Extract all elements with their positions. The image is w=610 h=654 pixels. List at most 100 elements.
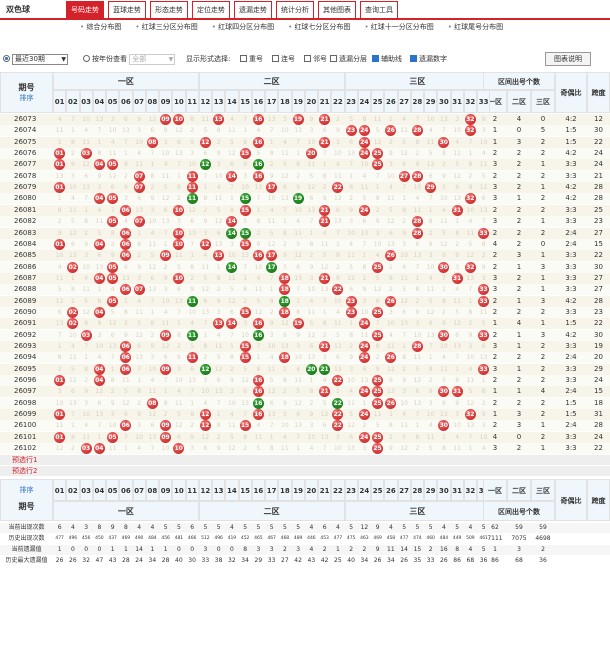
omission-cell: 5: [163, 184, 168, 192]
omission-cell: 9: [216, 445, 221, 453]
tab-1[interactable]: 蓝球走势: [108, 1, 146, 18]
issue-label-bottom: 期号: [18, 501, 35, 511]
ball-04: 04: [93, 375, 105, 387]
omission-cell: 2: [415, 150, 420, 158]
range-radio-group[interactable]: 最近30期: [3, 53, 68, 65]
subnav-link-2[interactable]: 红球四分区分布图: [212, 21, 274, 33]
cb-omission-num[interactable]: 遗漏数字: [410, 53, 447, 65]
omission-cell: 9: [415, 308, 420, 316]
omission-cell: 3: [428, 399, 433, 407]
omission-cell: 3: [97, 184, 102, 192]
ball-09: 09: [160, 250, 171, 262]
omission-cell: 3: [84, 399, 89, 407]
sort-link[interactable]: 排序: [19, 94, 34, 102]
tab-6[interactable]: 其他图表: [318, 1, 356, 18]
cb-omission-layer[interactable]: 遗漏分层: [330, 53, 367, 65]
checkbox[interactable]: [330, 55, 337, 62]
tab-0[interactable]: 号码走势: [66, 1, 104, 18]
preselect-row[interactable]: [0, 454, 610, 465]
subnav-link-5[interactable]: 红球尾号分布图: [448, 21, 503, 33]
omission-cell: 8: [441, 297, 446, 305]
tab-7[interactable]: 查询工具: [360, 1, 398, 18]
omission-cell: 12: [122, 399, 130, 407]
zone-count-value: 2: [516, 228, 522, 237]
omission-cell: 13: [95, 411, 104, 419]
omission-cell: 13: [466, 422, 475, 430]
ball-06: 06: [120, 284, 132, 296]
zone-count-value: 2: [540, 171, 546, 180]
checkbox[interactable]: [304, 55, 311, 62]
omission-cell: 6: [57, 308, 62, 316]
ball-10: 10: [173, 238, 185, 250]
omission-cell: 1: [388, 116, 393, 123]
zone-count-value: 5: [540, 126, 546, 135]
footer-value: 1: [150, 545, 155, 553]
footer-value: 5: [349, 523, 354, 531]
zone-count-value: 2: [492, 398, 498, 407]
range-radio[interactable]: [3, 55, 10, 62]
footer-value: 9: [375, 545, 380, 553]
cb-consecutive[interactable]: 连号: [272, 53, 295, 65]
tab-4[interactable]: 遗漏走势: [234, 1, 272, 18]
omission-cell: 12: [413, 377, 422, 385]
checkbox[interactable]: [372, 55, 379, 62]
omission-cell: 7: [70, 116, 75, 123]
ball-19: 19: [292, 114, 304, 125]
odd-even-value: 2:4: [565, 228, 577, 237]
omission-cell: 13: [55, 172, 64, 180]
year-radio[interactable]: [83, 55, 90, 62]
omission-cell: 10: [307, 286, 316, 294]
zone-count-value: 2: [540, 364, 546, 373]
omission-cell: 6: [229, 308, 234, 316]
issue-number: 26076: [14, 149, 37, 158]
checkbox[interactable]: [410, 55, 417, 62]
omission-cell: 11: [55, 422, 64, 430]
odd-even-value: 3:3: [565, 251, 577, 260]
cb-repeat[interactable]: 重号: [240, 53, 263, 65]
checkbox[interactable]: [272, 55, 279, 62]
omission-cell: 3: [150, 206, 155, 214]
ball-26: 26: [385, 250, 397, 262]
preselect-row[interactable]: [0, 465, 610, 476]
omission-cell: 5: [243, 218, 248, 226]
omission-cell: 12: [228, 297, 236, 305]
zone-count-value: 3: [492, 183, 498, 192]
odd-even-value: 3:3: [565, 307, 577, 316]
chart-legend-button[interactable]: 图表说明: [545, 52, 591, 66]
footer-value: 5: [296, 523, 301, 531]
subnav-link-4[interactable]: 红球十一分区分布图: [364, 21, 434, 33]
omission-cell: 8: [256, 365, 261, 373]
omission-cell: 8: [123, 161, 128, 169]
tab-2[interactable]: 形态走势: [150, 1, 188, 18]
ball-21: 21: [319, 114, 330, 125]
year-radio-group[interactable]: 按年份查看 全部: [83, 53, 176, 65]
zone-count-value: 3: [492, 194, 498, 203]
bottom-number-col-12: 12: [198, 478, 212, 501]
omission-cell: 2: [176, 195, 181, 203]
range-select[interactable]: 最近30期: [12, 54, 68, 65]
footer-value: 5: [216, 523, 221, 531]
draw-row: [0, 306, 610, 318]
omission-cell: 6: [388, 229, 393, 237]
footer-value: 34: [387, 556, 395, 564]
ball-24: 24: [358, 431, 370, 443]
omission-cell: 4: [203, 399, 208, 407]
omission-cell: 9: [216, 150, 221, 158]
ball-06: 06: [120, 204, 132, 216]
zone-count-value: 1: [516, 194, 522, 203]
tab-3[interactable]: 定位走势: [192, 1, 230, 18]
checkbox[interactable]: [240, 55, 247, 62]
subnav-link-3[interactable]: 红球七分区分布图: [288, 21, 350, 33]
cb-adjacent[interactable]: 邻号: [304, 53, 327, 65]
zone-count-value: 0: [516, 126, 522, 135]
omission-cell: 12: [82, 161, 90, 169]
year-select[interactable]: 全部: [129, 54, 176, 65]
sort-link-bottom[interactable]: 排序: [19, 485, 34, 494]
omission-cell: 8: [269, 150, 274, 158]
cb-assist-line[interactable]: 辅助线: [372, 53, 402, 65]
subnav-link-0[interactable]: 综合分布图: [80, 21, 121, 33]
tab-5[interactable]: 统计分析: [276, 1, 314, 18]
omission-cell: 13: [479, 206, 488, 214]
subnav-link-1[interactable]: 红球三分区分布图: [135, 21, 198, 33]
ball-01: 01: [54, 182, 65, 194]
